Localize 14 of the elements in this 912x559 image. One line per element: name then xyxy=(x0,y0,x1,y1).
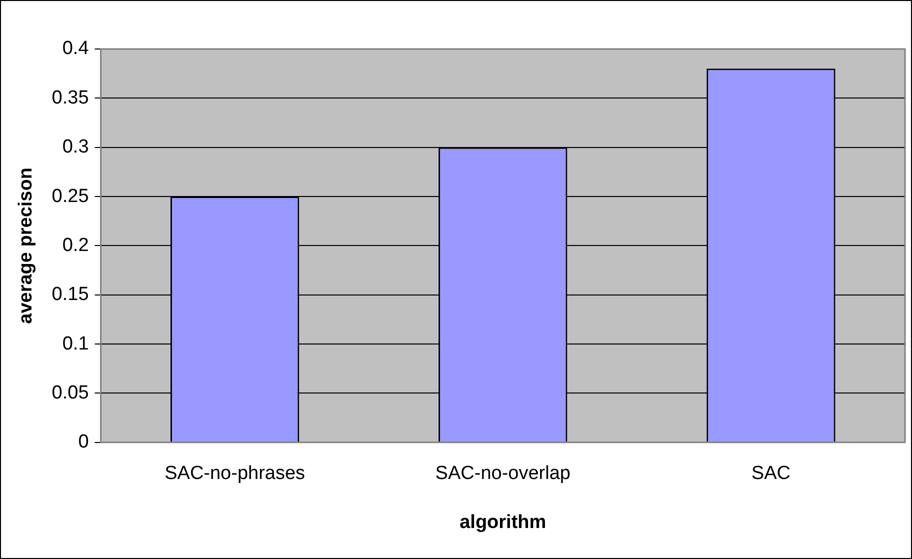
y-axis-title: average precison xyxy=(16,168,37,324)
x-tick-label: SAC xyxy=(751,463,790,484)
x-axis-title: algorithm xyxy=(460,512,546,533)
y-tick-label: 0 xyxy=(78,432,89,453)
y-tick-label: 0.1 xyxy=(62,333,89,354)
x-tick-label: SAC-no-overlap xyxy=(435,463,570,484)
y-tick-label: 0.2 xyxy=(62,234,89,256)
y-tick-label: 0.3 xyxy=(62,136,89,158)
y-tick-label: 0.35 xyxy=(52,87,89,108)
y-tick-label: 0.25 xyxy=(52,186,89,207)
y-tick-label: 0.05 xyxy=(52,382,89,404)
y-tick-label: 0.4 xyxy=(62,38,90,60)
x-tick-label: SAC-no-phrases xyxy=(164,463,306,484)
y-tick-label: 0.15 xyxy=(52,284,89,306)
